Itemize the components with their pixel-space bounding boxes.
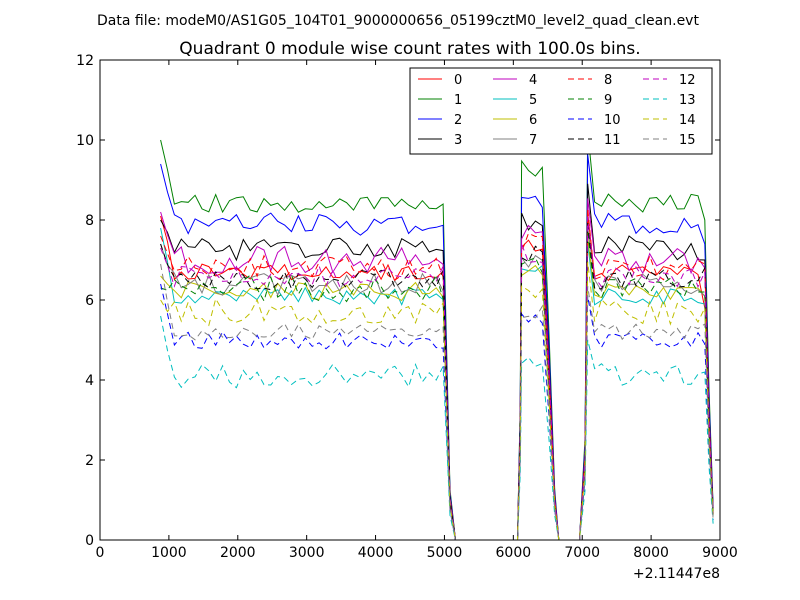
y-tick-label: 10 [76,133,94,149]
legend-label-6: 6 [529,113,537,128]
series-line-15 [160,263,714,540]
legend-box [409,67,713,155]
x-tick-label: 7000 [564,545,600,561]
series-layer [160,130,714,540]
legend-label-8: 8 [604,73,612,88]
series-line-4 [160,198,714,540]
series-line-6 [160,237,714,540]
legend-label-15: 15 [679,133,696,148]
series-line-5 [160,227,714,540]
y-tick-label: 6 [85,293,94,309]
y-tick-label: 0 [85,533,94,549]
x-tick-label: 3000 [289,545,325,561]
series-line-14 [160,261,714,540]
legend-label-10: 10 [604,113,621,128]
legend-label-12: 12 [679,73,696,88]
legend-label-0: 0 [454,73,462,88]
legend-label-7: 7 [529,133,537,148]
y-tick-label: 12 [76,53,94,69]
series-line-3 [160,183,714,540]
series-line-9 [160,232,714,540]
series-line-2 [160,154,714,540]
x-tick-label: 4000 [358,545,394,561]
legend-label-5: 5 [529,93,537,108]
legend-label-9: 9 [604,93,612,108]
legend-label-14: 14 [679,113,696,128]
x-tick-label: 1000 [151,545,187,561]
series-line-0 [160,212,714,540]
series-line-10 [160,283,714,540]
series-line-8 [160,208,714,540]
series-line-11 [160,222,714,540]
legend-label-2: 2 [454,113,462,128]
x-offset-label: +2.11447e8 [633,566,720,582]
chart-title: Quadrant 0 module wise count rates with … [179,39,640,59]
x-tick-label: 8000 [633,545,669,561]
y-tick-label: 4 [85,373,94,389]
legend-label-3: 3 [454,133,462,148]
series-line-7 [160,227,714,540]
y-tick-label: 8 [85,213,94,229]
axis-ticks: 0 1000 2000 3000 4000 5000 6000 7000 8000 9000 0 2 4… [76,53,738,561]
series-line-1 [160,130,714,540]
y-tick-label: 2 [85,453,94,469]
x-tick-label: 6000 [496,545,532,561]
series-line-12 [160,217,714,540]
x-tick-label: 2000 [220,545,256,561]
suptitle: Data file: modeM0/AS1G05_104T01_90000006… [97,13,699,29]
legend-label-13: 13 [679,93,696,108]
legend-label-4: 4 [529,73,537,88]
legend-label-11: 11 [604,133,621,148]
x-tick-label: 0 [96,545,105,561]
series-line-13 [160,315,714,540]
x-tick-label: 9000 [702,545,738,561]
x-tick-label: 5000 [427,545,463,561]
legend-label-1: 1 [454,93,462,108]
